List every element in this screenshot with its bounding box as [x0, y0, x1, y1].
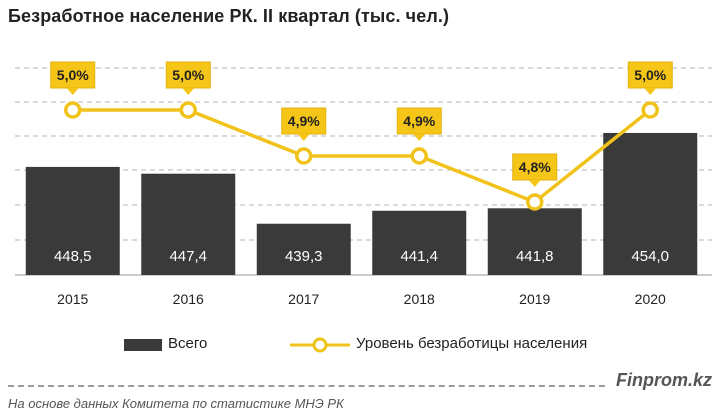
bar: [487, 208, 582, 275]
bar: [372, 210, 467, 275]
rate-label-box: [50, 61, 96, 89]
rate-point: [641, 101, 659, 119]
brand-logo: Finprom.kz: [615, 370, 712, 390]
bar: [256, 223, 351, 275]
bar-value-label: 441,8: [516, 248, 554, 265]
rate-value-label: 4,9%: [288, 113, 320, 129]
rate-point: [64, 101, 82, 119]
x-axis-labels: 2015 2016 2017 2018 2019 2020: [57, 291, 666, 307]
rate-value-label: 5,0%: [172, 67, 204, 83]
rate-value-label: 4,8%: [519, 159, 551, 175]
legend-line-label: Уровень безработицы населения: [356, 335, 588, 352]
bar-value-label: 447,4: [169, 248, 207, 265]
gridlines: [15, 67, 712, 276]
rate-point: [526, 193, 544, 211]
rate-point: [179, 101, 197, 119]
x-tick-label: 2015: [57, 291, 88, 307]
legend: Всего Уровень безработицы населения: [0, 333, 720, 357]
legend-bar-label: Всего: [168, 335, 208, 352]
legend-line-swatch: [290, 337, 350, 353]
rate-point: [410, 147, 428, 165]
chart-title: Безработное население РК. II квартал (ты…: [8, 6, 450, 26]
rate-label-pointer: [66, 88, 79, 95]
divider: [8, 385, 605, 387]
rate-line-path: [72, 108, 652, 204]
rate-label-box: [396, 107, 442, 135]
rate-label-pointer: [182, 88, 195, 95]
rate-label-pointer: [297, 134, 310, 141]
rate-label-pointer: [644, 88, 657, 95]
x-tick-label: 2016: [173, 291, 204, 307]
source-note: На основе данных Комитета по статистике …: [8, 396, 344, 411]
rate-label-box: [512, 153, 558, 181]
rate-value-label: 4,9%: [403, 113, 435, 129]
legend-bar-swatch: [124, 339, 162, 351]
bar-value-label: 439,3: [285, 248, 323, 265]
bar: [25, 166, 120, 275]
bar-value-label: 441,4: [400, 248, 438, 265]
rate-label-box: [281, 107, 327, 135]
x-tick-label: 2018: [404, 291, 435, 307]
x-tick-label: 2019: [519, 291, 550, 307]
rate-value-label: 5,0%: [634, 67, 666, 83]
rate-line: 5,0% 5,0% 4,9% 4,9% 4,8% 5,0%: [50, 61, 673, 211]
rate-point: [295, 147, 313, 165]
bar-value-label: 454,0: [631, 248, 669, 265]
bar-value-labels: 448,5 447,4 439,3 441,4 441,8 454,0: [54, 248, 669, 265]
rate-label-pointer: [528, 180, 541, 187]
rate-label-pointer: [413, 134, 426, 141]
bars: [25, 132, 698, 275]
rate-value-label: 5,0%: [57, 67, 89, 83]
bar: [141, 173, 236, 275]
bar: [603, 132, 698, 275]
x-tick-label: 2020: [635, 291, 666, 307]
x-tick-label: 2017: [288, 291, 319, 307]
bar-value-label: 448,5: [54, 248, 92, 265]
